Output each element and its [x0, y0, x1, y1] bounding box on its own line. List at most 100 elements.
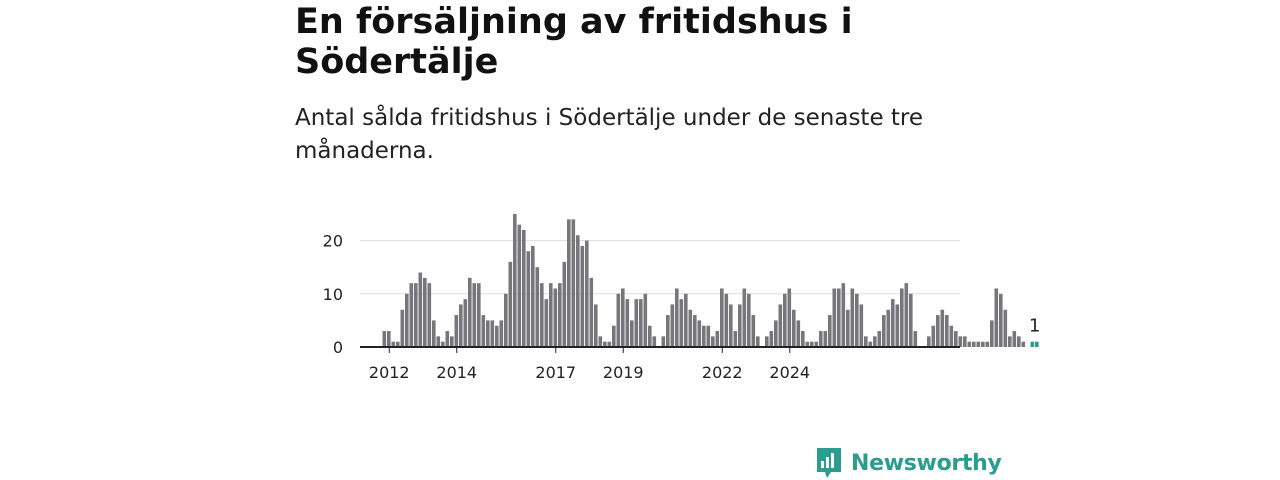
bar — [607, 341, 612, 347]
bar — [481, 315, 486, 347]
bar — [1021, 341, 1026, 347]
bar — [423, 277, 427, 347]
bar — [571, 219, 576, 347]
bar — [625, 299, 630, 347]
bar — [675, 288, 679, 347]
bar — [841, 283, 846, 347]
bar — [715, 331, 720, 347]
bar — [882, 315, 886, 347]
bar — [805, 341, 810, 347]
x-tick-label: 2012 — [369, 363, 410, 382]
bar — [738, 304, 742, 347]
bar — [589, 277, 594, 347]
x-tick-label: 2019 — [603, 363, 644, 382]
bar — [1008, 336, 1012, 347]
bar — [985, 341, 990, 347]
bar — [486, 320, 490, 347]
bar — [621, 288, 625, 347]
bar — [796, 320, 801, 347]
bar — [549, 283, 553, 347]
bar — [823, 331, 828, 347]
bar — [720, 288, 724, 347]
bar — [414, 283, 418, 347]
bar — [832, 288, 837, 347]
bar — [778, 304, 783, 347]
bar — [396, 341, 400, 347]
bar — [868, 341, 873, 347]
bar — [594, 304, 598, 347]
bar — [477, 283, 481, 347]
y-tick-label: 20 — [323, 232, 343, 251]
bar — [783, 293, 787, 347]
bar — [846, 309, 850, 347]
bar — [558, 283, 562, 347]
bar — [913, 331, 918, 347]
bar — [837, 288, 841, 347]
y-tick-label: 0 — [333, 338, 343, 357]
bar — [634, 299, 639, 347]
bar — [931, 325, 936, 347]
bar — [702, 325, 706, 347]
bar — [873, 336, 877, 347]
bar — [792, 309, 796, 347]
bar — [864, 336, 868, 347]
bar — [972, 341, 976, 347]
bar — [382, 331, 387, 347]
chart-subtitle: Antal sålda fritidshus i Södertälje unde… — [295, 105, 924, 164]
bar — [508, 261, 513, 347]
chart-title: En försäljning av fritidshus i Södertälj… — [295, 2, 853, 82]
bar — [945, 315, 949, 347]
bar — [522, 229, 526, 347]
bar — [706, 325, 711, 347]
bar — [886, 309, 891, 347]
bar — [513, 214, 517, 347]
bar — [742, 288, 747, 347]
bar — [895, 304, 900, 347]
bar — [769, 331, 774, 347]
bar — [729, 304, 733, 347]
bar — [733, 331, 738, 347]
bar — [603, 341, 607, 347]
bar — [643, 293, 648, 347]
bar-highlight — [1030, 341, 1035, 347]
bar — [450, 336, 454, 347]
bar — [576, 235, 580, 347]
bar — [405, 293, 409, 347]
bar — [679, 299, 684, 347]
bar — [967, 341, 972, 347]
bar — [666, 315, 670, 347]
bar — [819, 331, 823, 347]
bar — [400, 309, 405, 347]
bar — [927, 336, 931, 347]
bar — [976, 341, 981, 347]
x-tick-label: 2014 — [436, 363, 477, 382]
bar — [652, 336, 657, 347]
bar — [904, 283, 909, 347]
bar — [814, 341, 819, 347]
data-label: 1 — [1029, 316, 1040, 337]
bar — [724, 293, 729, 347]
bar — [526, 251, 531, 347]
bar — [441, 341, 445, 347]
bar — [828, 315, 832, 347]
bar — [445, 331, 450, 347]
bar — [562, 261, 567, 347]
bar — [472, 283, 477, 347]
bar — [499, 320, 504, 347]
bar — [958, 336, 963, 347]
bar — [999, 293, 1003, 347]
bar — [774, 320, 778, 347]
bar — [432, 320, 436, 347]
bar — [504, 293, 508, 347]
bar — [639, 299, 643, 347]
bar — [711, 336, 715, 347]
bar — [648, 325, 652, 347]
bar — [436, 336, 441, 347]
bar — [1012, 331, 1017, 347]
bar — [630, 320, 634, 347]
bar — [468, 277, 472, 347]
bar — [387, 331, 391, 347]
bar — [697, 320, 702, 347]
bar — [751, 315, 756, 347]
bar — [495, 325, 499, 347]
